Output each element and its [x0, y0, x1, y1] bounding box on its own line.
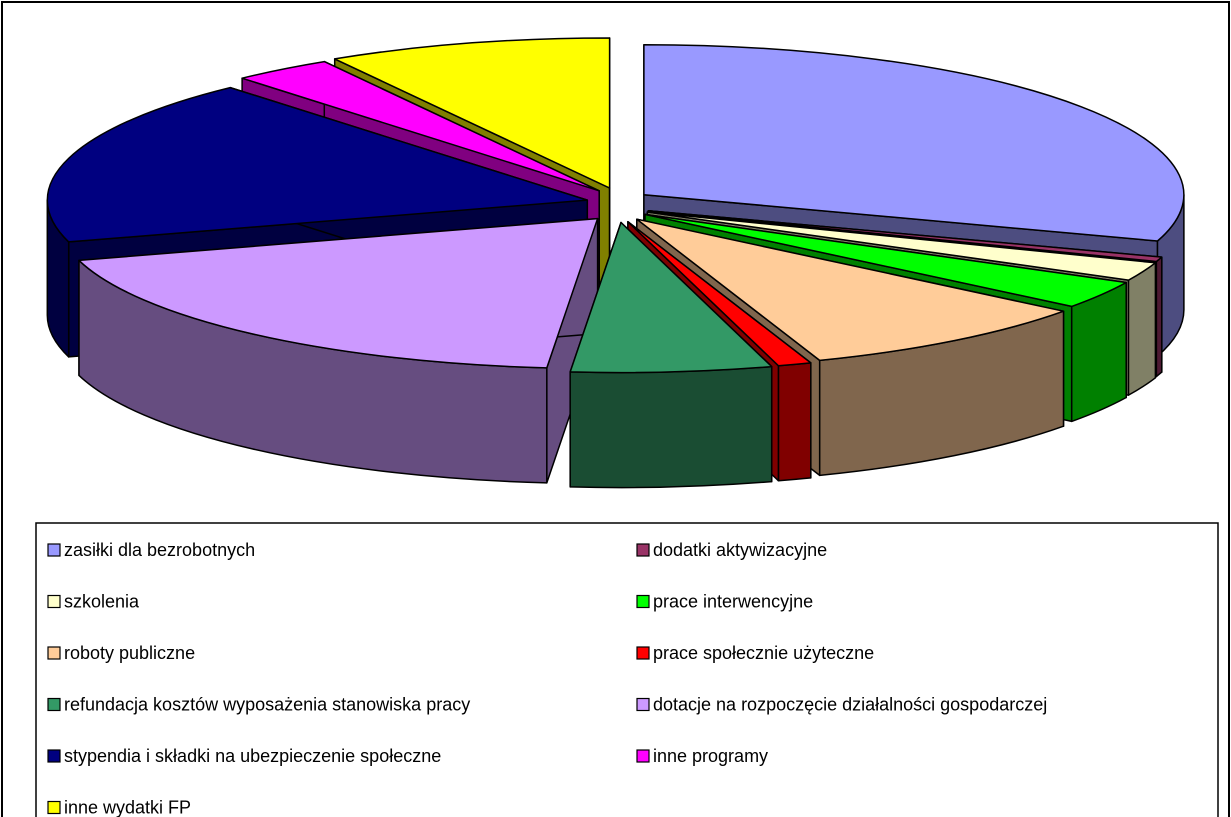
legend: zasiłki dla bezrobotnych dodatki aktywiza…	[47, 540, 1047, 817]
slice-wall	[569, 365, 773, 489]
legend-swatch	[47, 646, 61, 660]
legend-label: zasiłki dla bezrobotnych	[64, 540, 255, 560]
pie	[46, 37, 1185, 489]
legend-label: roboty publiczne	[64, 643, 195, 663]
slice	[646, 211, 1157, 281]
legend-swatch	[636, 594, 650, 609]
legend-swatch	[47, 749, 61, 763]
legend-swatch	[47, 697, 61, 712]
slice-wall	[1127, 262, 1157, 396]
legend-label: dodatki aktywizacyjne	[653, 540, 827, 560]
slice	[627, 220, 812, 367]
legend-label: stypendia i składki na ubezpieczenie spo…	[64, 746, 441, 766]
slice-wall	[777, 362, 812, 482]
legend-swatch	[636, 749, 650, 763]
slice	[241, 60, 600, 192]
legend-label: refundacja kosztów wyposażenia stanowisk…	[64, 694, 470, 714]
slice	[636, 218, 1065, 362]
legend-label: dotacje na rozpoczęcie działalności gosp…	[653, 694, 1047, 714]
slice	[643, 43, 1185, 242]
legend-label: prace interwencyjne	[653, 591, 813, 611]
slice	[78, 217, 599, 369]
legend-label: inne wydatki FP	[64, 797, 191, 817]
slice	[644, 213, 1127, 308]
legend-label: szkolenia	[64, 591, 140, 611]
legend-swatch	[636, 646, 650, 660]
legend-swatch	[47, 543, 61, 557]
legend-swatch	[47, 800, 61, 815]
slice	[569, 221, 773, 374]
legend-frame	[35, 522, 1219, 817]
legend-label: inne programy	[653, 746, 768, 766]
legend-swatch	[47, 594, 61, 609]
legend-swatch	[636, 543, 650, 557]
slice	[46, 86, 589, 243]
slice	[647, 209, 1163, 263]
slice	[333, 37, 611, 189]
legend-label: prace społecznie użyteczne	[653, 643, 874, 663]
legend-swatch	[636, 697, 650, 712]
slice-wall	[1155, 256, 1163, 378]
